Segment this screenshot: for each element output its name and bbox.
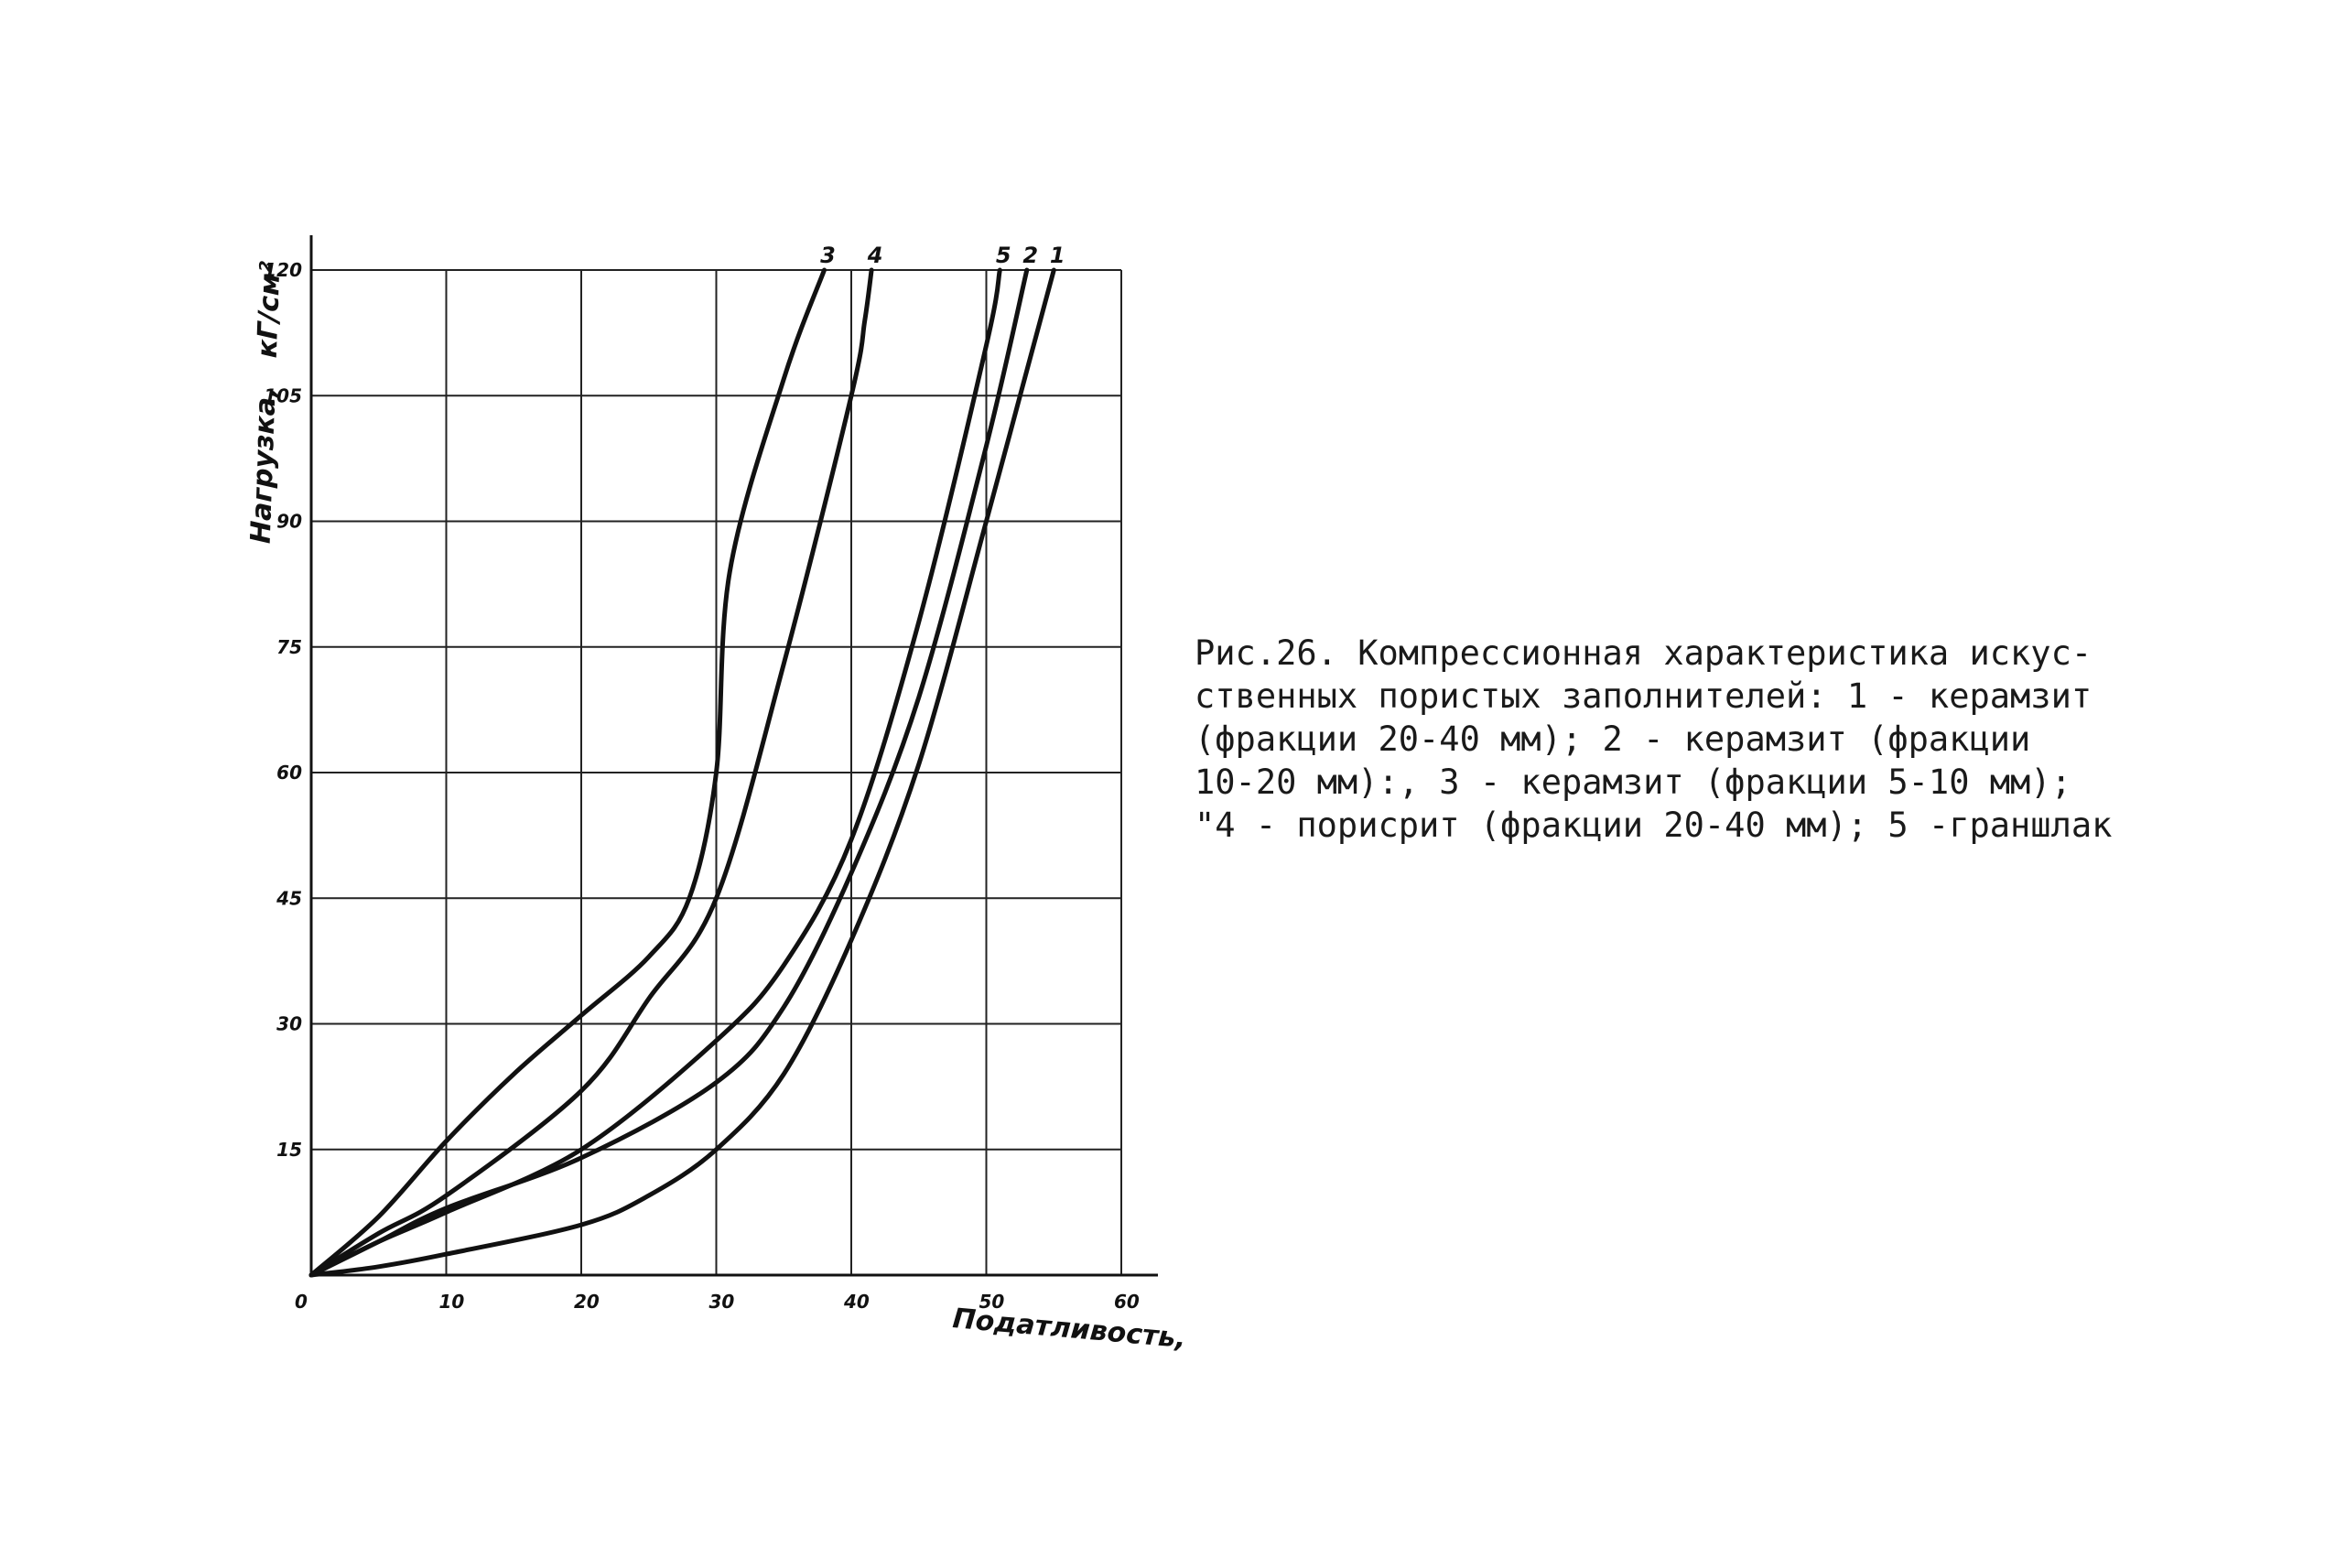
y-tick-label: 75 xyxy=(276,636,302,658)
curve-label-2: 2 xyxy=(1022,243,1038,268)
curve-label-3: 3 xyxy=(820,243,836,268)
curve-3 xyxy=(308,267,827,1278)
x-tick-label: 0 xyxy=(295,1291,308,1313)
chart-grid xyxy=(311,269,1122,1275)
caption-line: (фракции 20-40 мм); 2 - керамзит (фракци… xyxy=(1195,719,2031,759)
y-tick-label: 60 xyxy=(276,762,302,784)
x-tick-label: 10 xyxy=(439,1291,465,1313)
y-tick-label: 105 xyxy=(264,384,302,406)
curve-label-5: 5 xyxy=(996,243,1011,268)
tick-labels: 0 10 20 30 40 50 60 15 30 45 60 75 90 105 120 xyxy=(264,259,1140,1313)
x-axis-label: Податливость, % xyxy=(951,1303,1190,1358)
y-axis-label: Нагрузка, кГ/см² xyxy=(245,261,287,545)
curve-4 xyxy=(308,267,874,1278)
y-tick-label: 15 xyxy=(276,1139,302,1161)
caption-line: Рис.26. Компрессионная характеристика ис… xyxy=(1195,633,2092,673)
curve-1 xyxy=(308,267,1056,1278)
y-tick-label: 120 xyxy=(264,259,302,281)
curve-2 xyxy=(308,267,1030,1278)
x-tick-label: 50 xyxy=(979,1291,1005,1313)
curve-label-1: 1 xyxy=(1050,243,1065,268)
figure-caption: Рис.26. Компрессионная характеристика ис… xyxy=(1195,632,2247,847)
y-tick-label: 90 xyxy=(276,511,302,533)
x-tick-label: 20 xyxy=(574,1291,600,1313)
x-tick-label: 30 xyxy=(709,1291,735,1313)
caption-line: 10-20 мм):, 3 - керамзит (фракции 5-10 м… xyxy=(1195,762,2071,802)
caption-line: ственных пористых заполнителей: 1 - кера… xyxy=(1195,676,2092,716)
x-tick-label: 40 xyxy=(843,1291,870,1313)
x-tick-label: 60 xyxy=(1114,1291,1140,1313)
curve-label-4: 4 xyxy=(867,243,883,268)
chart-curves xyxy=(308,267,1056,1278)
caption-line: "4 - порисрит (фракции 20-40 мм); 5 -гра… xyxy=(1195,806,2113,845)
y-tick-label: 45 xyxy=(276,887,302,909)
curve-5 xyxy=(308,267,1002,1278)
curve-labels: 12 3 4 5 xyxy=(820,243,1065,268)
chart-axes xyxy=(309,235,1158,1277)
y-tick-label: 30 xyxy=(276,1013,302,1035)
